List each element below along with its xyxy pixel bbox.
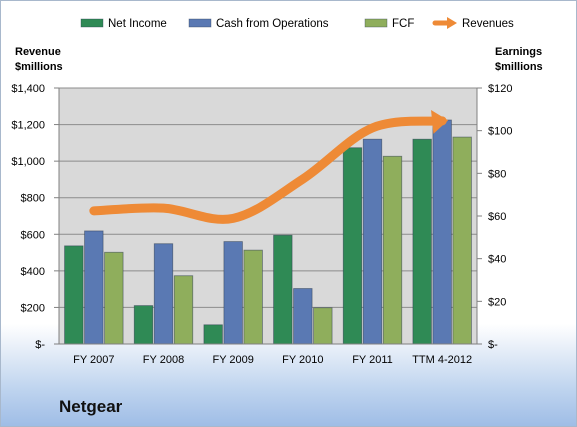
- right-tick-label: $100: [488, 126, 512, 138]
- bar-net-income: [133, 305, 154, 345]
- right-tick-label: $60: [488, 211, 506, 223]
- right-tick-label: $-: [488, 339, 498, 351]
- left-tick-label: $200: [21, 302, 45, 314]
- legend-label-revenues: Revenues: [462, 18, 514, 30]
- bar-fcf: [173, 275, 194, 345]
- bar-fcf: [104, 251, 124, 345]
- left-tick-label: $1,200: [11, 120, 45, 132]
- bar-net-income: [203, 324, 223, 345]
- legend-arrow-revenues: [447, 17, 457, 29]
- bar-cash-from-operations: [432, 119, 452, 345]
- bar-cash-from-operations: [153, 243, 174, 345]
- bar-cash-from-operations: [223, 241, 243, 345]
- revenues-line: [89, 116, 447, 224]
- x-tick-label: FY 2007: [73, 354, 114, 366]
- left-tick-label: $600: [21, 229, 45, 241]
- left-tick-label: $-: [35, 339, 45, 351]
- bar-cash-from-operations: [293, 288, 313, 345]
- right-axis-title-line1: Earnings: [495, 46, 542, 58]
- legend-swatch-cash-from-operations: [188, 18, 212, 28]
- legend-swatch-fcf: [364, 18, 388, 28]
- left-tick-label: $1,000: [11, 156, 45, 168]
- x-tick-label: FY 2009: [212, 354, 253, 366]
- bar-net-income: [412, 138, 432, 345]
- left-axis-title-line1: Revenue: [15, 46, 61, 58]
- legend-label-cash-from-operations: Cash from Operations: [216, 18, 329, 30]
- x-tick-label: FY 2011: [352, 354, 393, 366]
- bar-net-income: [64, 245, 84, 345]
- left-tick-label: $1,400: [11, 83, 45, 95]
- legend-swatch-net-income: [80, 18, 104, 28]
- bar-fcf: [313, 307, 333, 345]
- bar-net-income: [273, 234, 293, 345]
- right-tick-label: $20: [488, 296, 506, 308]
- right-tick-label: $120: [488, 83, 512, 95]
- x-tick-label: TTM 4-2012: [412, 354, 472, 366]
- legend-label-fcf: FCF: [392, 18, 414, 30]
- bar-fcf: [452, 136, 472, 345]
- bar-fcf: [382, 155, 403, 345]
- bar-cash-from-operations: [84, 230, 104, 345]
- x-tick-label: FY 2010: [282, 354, 323, 366]
- right-axis-title-line2: $millions: [495, 61, 543, 73]
- right-tick-label: $40: [488, 254, 506, 266]
- left-tick-label: $400: [21, 266, 45, 278]
- revenues-arrowhead: [431, 109, 449, 134]
- left-axis-title-line2: $millions: [15, 61, 63, 73]
- bar-net-income: [342, 147, 363, 345]
- right-tick-label: $80: [488, 168, 506, 180]
- bar-fcf: [243, 249, 263, 345]
- company-name: Netgear: [59, 397, 123, 416]
- left-tick-label: $800: [21, 193, 45, 205]
- plot-area: [59, 88, 477, 344]
- x-tick-label: FY 2008: [143, 354, 184, 366]
- bar-cash-from-operations: [362, 138, 383, 345]
- legend-label-net-income: Net Income: [108, 18, 167, 30]
